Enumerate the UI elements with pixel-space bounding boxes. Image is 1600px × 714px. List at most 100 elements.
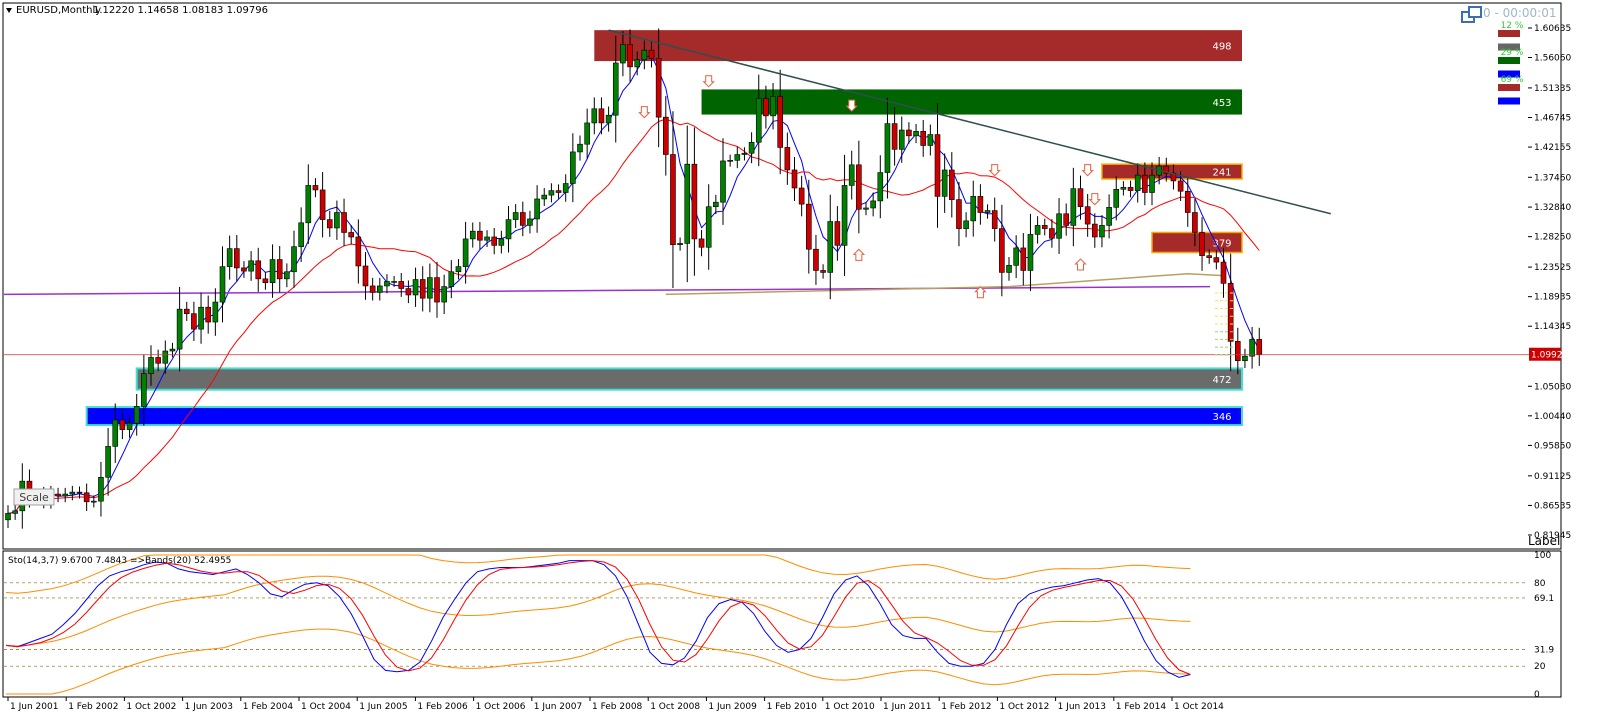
candle-body [734, 154, 741, 161]
zone-346 [85, 406, 1243, 427]
candle-body [620, 44, 626, 64]
candle-body [1049, 228, 1055, 239]
candle-body [427, 277, 433, 299]
price-tick-label: 1.18935 [1534, 293, 1571, 303]
candle-body [269, 259, 276, 284]
zone-legend-percent: 12 % [1501, 21, 1524, 31]
candles-layer [5, 28, 1263, 529]
scale-button[interactable]: Scale [13, 488, 55, 506]
price-tick-label: 0.91125 [1534, 472, 1571, 482]
ma-slow-line [7, 118, 1260, 514]
candle-body [777, 96, 784, 148]
price-tick-label: 1.05030 [1534, 382, 1571, 392]
time-tick-label: 1 Jun 2007 [534, 702, 582, 712]
candle-body [1099, 225, 1105, 238]
candle-body [241, 267, 247, 272]
price-tick-label: 1.37460 [1534, 173, 1571, 183]
candle-body [1163, 165, 1170, 174]
candle-body [91, 500, 97, 503]
stochastic-panel[interactable] [2, 550, 1562, 698]
candle-body [1056, 213, 1062, 239]
overlay-layer [4, 29, 1560, 356]
panel-label-text: Label [1528, 534, 1560, 548]
candle-body [913, 131, 919, 137]
timer-widget[interactable]: 0 - 00:00:01 [1461, 6, 1557, 23]
candle-body [934, 134, 941, 197]
candle-body [1199, 232, 1205, 256]
zone-label-241: 241 [1212, 168, 1231, 179]
candle-body [491, 236, 498, 246]
candle-body [1213, 257, 1220, 263]
price-tick-label: 1.00440 [1534, 412, 1571, 422]
candle-body [312, 185, 319, 191]
fractal-arrow [638, 106, 651, 119]
candle-body [927, 134, 934, 146]
candle-body [76, 491, 83, 494]
current-price-label: 1.09924 [1531, 351, 1568, 361]
candle-body [391, 281, 397, 283]
candle-body [1142, 174, 1148, 193]
candle-body [412, 279, 419, 296]
sto-tick-label: 80 [1534, 579, 1546, 589]
candle-body [176, 308, 183, 350]
candle-body [920, 131, 927, 146]
candle-body [362, 265, 369, 287]
time-tick-label: 1 Oct 2008 [650, 702, 700, 712]
candle-body [69, 491, 76, 495]
candle-body [498, 238, 505, 246]
price-tick-label: 0.95850 [1534, 441, 1571, 451]
candle-body [527, 218, 533, 226]
candle-body [62, 493, 69, 497]
candle-body [577, 143, 583, 153]
candle-body [941, 169, 948, 197]
candle-body [341, 212, 347, 233]
candle-body [856, 164, 862, 210]
sto-band-mid [5, 575, 1191, 647]
candle-body [999, 228, 1005, 273]
fractal-arrow [1088, 193, 1102, 206]
candle-body [555, 190, 562, 193]
candle-body [662, 116, 669, 155]
sto-tick-label: 69.1 [1534, 594, 1554, 604]
candle-body [1127, 187, 1134, 191]
candle-body [255, 260, 262, 280]
candle-body [1177, 180, 1184, 192]
candle-body [548, 190, 555, 196]
candle-body [705, 206, 712, 248]
candle-body [977, 196, 984, 213]
zone-legend-swatch [1498, 70, 1520, 78]
candle-body [1256, 339, 1263, 355]
candle-body [119, 419, 126, 430]
price-tick-label: 1.14345 [1534, 322, 1571, 332]
candle-body [755, 98, 762, 143]
time-tick-label: 1 Jun 2013 [1058, 702, 1106, 712]
stochastic-layer: 100 80 69.1 31.9 20 0 [4, 551, 1554, 700]
candle-body [262, 278, 269, 284]
zone-label-379: 379 [1212, 238, 1231, 249]
candle-body [848, 164, 855, 186]
candle-body [98, 477, 104, 502]
price-tick-label: 1.23525 [1534, 263, 1571, 273]
candle-body [713, 201, 719, 207]
time-tick-label: 1 Jun 2001 [10, 702, 58, 712]
candle-body [748, 141, 755, 154]
candle-body [720, 160, 726, 203]
candle-body [1235, 341, 1241, 361]
chart-symbol-title: EURUSD,Monthly [16, 5, 101, 16]
candle-body [1041, 225, 1048, 229]
price-tick-label: 1.51335 [1534, 84, 1571, 94]
candle-body [248, 260, 254, 272]
candle-body [12, 510, 18, 514]
candle-body [5, 513, 11, 521]
candle-body [1134, 174, 1141, 191]
candle-body [584, 122, 590, 145]
candle-body [670, 154, 676, 246]
chart-ohlc-values: 1.12220 1.14658 1.08183 1.09796 [93, 5, 268, 16]
zone-legend-swatch [1498, 30, 1520, 37]
candle-body [598, 108, 605, 124]
candle-body [591, 108, 598, 124]
candle-body [212, 301, 219, 323]
candle-body [1242, 355, 1248, 361]
fractal-arrow [702, 75, 715, 88]
